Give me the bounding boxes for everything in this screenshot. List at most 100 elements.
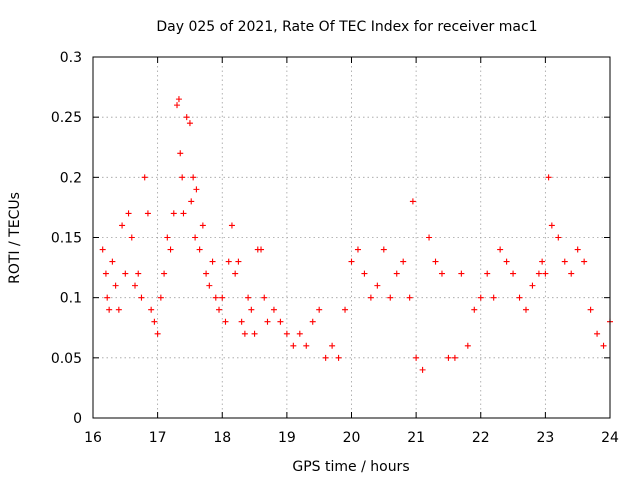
- data-point: [235, 258, 242, 265]
- y-axis-label: ROTI / TECUs: [7, 192, 23, 284]
- data-point: [548, 222, 555, 229]
- data-point: [170, 210, 177, 217]
- data-point: [212, 294, 219, 301]
- data-point: [458, 270, 465, 277]
- data-point: [193, 186, 200, 193]
- data-point: [261, 294, 268, 301]
- data-point: [188, 198, 195, 205]
- x-tick-label: 24: [601, 430, 619, 446]
- data-point: [600, 342, 607, 349]
- data-point: [99, 246, 106, 253]
- x-tick-label: 17: [149, 430, 167, 446]
- data-point: [503, 258, 510, 265]
- data-point: [587, 306, 594, 313]
- data-point: [128, 234, 135, 241]
- x-tick-label: 16: [84, 430, 102, 446]
- data-point: [148, 306, 155, 313]
- data-point: [400, 258, 407, 265]
- data-point: [141, 174, 148, 181]
- data-point: [177, 150, 184, 157]
- data-point: [484, 270, 491, 277]
- y-tick-label: 0.25: [51, 110, 82, 126]
- data-point: [555, 234, 562, 241]
- data-point: [522, 306, 529, 313]
- data-point: [154, 330, 161, 337]
- data-point: [225, 258, 232, 265]
- data-point: [122, 270, 129, 277]
- data-point: [545, 174, 552, 181]
- data-point: [451, 354, 458, 361]
- data-point: [316, 306, 323, 313]
- data-point: [581, 258, 588, 265]
- data-point: [329, 342, 336, 349]
- x-axis-label: GPS time / hours: [292, 459, 409, 475]
- data-point: [258, 246, 265, 253]
- data-point: [309, 318, 316, 325]
- data-point: [241, 330, 248, 337]
- data-point: [264, 318, 271, 325]
- data-point: [542, 270, 549, 277]
- data-point: [335, 354, 342, 361]
- data-point: [367, 294, 374, 301]
- data-point: [206, 282, 213, 289]
- x-tick-label: 23: [536, 430, 554, 446]
- data-point: [419, 366, 426, 373]
- data-point: [445, 354, 452, 361]
- data-point: [516, 294, 523, 301]
- data-point: [138, 294, 145, 301]
- data-point: [406, 294, 413, 301]
- data-point: [361, 270, 368, 277]
- plot-frame: [92, 56, 611, 419]
- data-point: [464, 342, 471, 349]
- data-points: [99, 96, 613, 373]
- data-point: [561, 258, 568, 265]
- data-point: [497, 246, 504, 253]
- data-point: [409, 198, 416, 205]
- data-point: [529, 282, 536, 289]
- data-point: [438, 270, 445, 277]
- data-point: [354, 246, 361, 253]
- y-tick-label: 0.05: [51, 351, 82, 367]
- data-point: [251, 330, 258, 337]
- data-point: [175, 96, 182, 103]
- x-tick-label: 19: [278, 430, 296, 446]
- data-point: [125, 210, 132, 217]
- data-point: [135, 270, 142, 277]
- data-point: [216, 306, 223, 313]
- tick-labels: 16 17 18 19 20 21 22 23 24 0 0.05 0.1 0.15 0.2 0.25 0.3: [51, 50, 619, 446]
- data-point: [192, 234, 199, 241]
- data-point: [161, 270, 168, 277]
- data-point: [167, 246, 174, 253]
- data-point: [196, 246, 203, 253]
- data-point: [209, 258, 216, 265]
- data-point: [157, 294, 164, 301]
- x-tick-label: 22: [472, 430, 490, 446]
- data-point: [104, 294, 111, 301]
- data-point: [228, 222, 235, 229]
- y-tick-label: 0.1: [60, 291, 82, 307]
- data-point: [248, 306, 255, 313]
- data-point: [222, 318, 229, 325]
- data-point: [477, 294, 484, 301]
- data-point: [432, 258, 439, 265]
- data-point: [144, 210, 151, 217]
- data-point: [109, 258, 116, 265]
- data-point: [594, 330, 601, 337]
- data-point: [374, 282, 381, 289]
- data-point: [119, 222, 126, 229]
- data-point: [180, 210, 187, 217]
- data-point: [303, 342, 310, 349]
- chart-title: Day 025 of 2021, Rate Of TEC Index for r…: [156, 19, 537, 35]
- data-point: [393, 270, 400, 277]
- data-point: [387, 294, 394, 301]
- data-point: [380, 246, 387, 253]
- y-tick-label: 0.2: [60, 170, 82, 186]
- data-point: [290, 342, 297, 349]
- x-tick-label: 20: [343, 430, 361, 446]
- data-point: [219, 294, 226, 301]
- data-point: [238, 318, 245, 325]
- data-point: [245, 294, 252, 301]
- data-point: [112, 282, 119, 289]
- data-point: [203, 270, 210, 277]
